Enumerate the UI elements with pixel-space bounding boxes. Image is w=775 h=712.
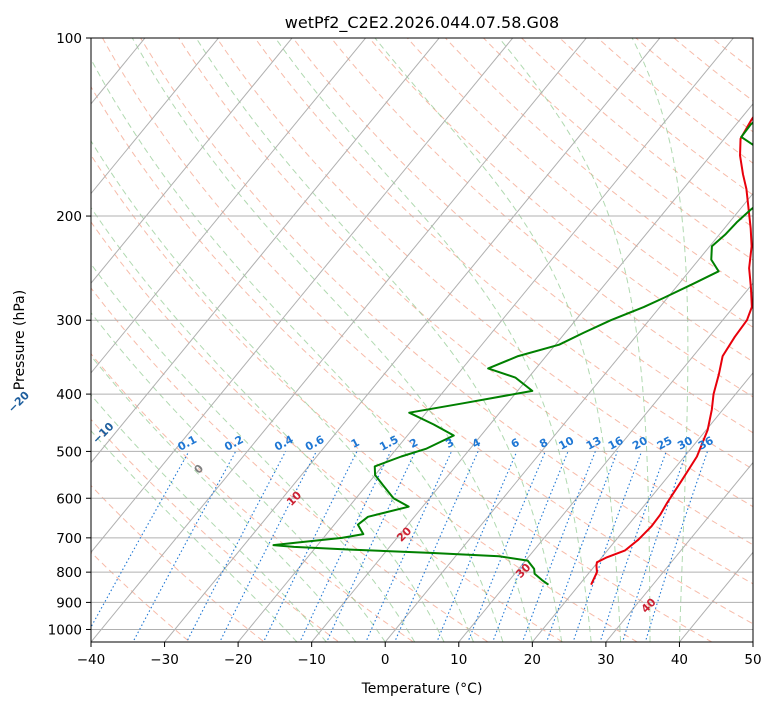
y-tick-label: 400 (56, 387, 82, 403)
moist-adiabat-line (91, 355, 357, 642)
isotherm-line (91, 38, 293, 284)
isotherm-line (531, 372, 753, 642)
mixing-ratio-line (599, 451, 667, 642)
plot-frame (90, 37, 754, 643)
moist-adiabat-line (631, 38, 689, 642)
y-tick-label: 600 (56, 491, 82, 507)
mixing-ratio-line (262, 451, 358, 642)
moist-adiabat-line (498, 38, 651, 642)
y-tick-label: 700 (56, 531, 82, 547)
dry-adiabat-line (254, 38, 753, 470)
mixing-ratio-label: 36 (696, 434, 716, 453)
y-tick-label: 300 (56, 313, 82, 329)
mixing-ratio-label: 20 (630, 434, 650, 453)
mixing-ratio-label: 10 (557, 434, 577, 453)
isotherm-line (91, 38, 220, 195)
isotherm-line (91, 38, 367, 374)
mixing-ratio-line (467, 451, 546, 642)
x-tick-label: −40 (77, 652, 106, 668)
mixing-ratio-line (219, 451, 317, 642)
mixing-ratio-line (572, 451, 643, 642)
dry-adiabat-line (91, 154, 639, 642)
moist-adiabat-line (91, 394, 327, 642)
plot-area (91, 38, 753, 642)
axis-layer: −40 −30 −20 −10 0 10 20 30 40 50 100 200 300 400 500 60… (48, 31, 762, 668)
mixing-ratio-line (492, 451, 569, 642)
chart-title: wetPf2_C2E2.2026.044.07.58.G08 (285, 13, 559, 33)
grid-layer (0, 25, 775, 647)
dry-adiabat-line (91, 287, 489, 642)
dry-adiabat-line (520, 38, 753, 228)
y-tick-label: 900 (56, 595, 82, 611)
moist-adiabat-line (91, 58, 504, 642)
y-tick-label: 800 (56, 565, 82, 581)
plot-background (91, 38, 753, 642)
series-layer (272, 115, 753, 586)
y-tick-label: 1000 (48, 622, 82, 638)
moist-adiabat-line (91, 140, 474, 642)
x-tick-label: 40 (671, 652, 688, 668)
moist-adiabat-line (91, 311, 386, 642)
isotherm-line (0, 25, 9, 647)
x-tick-label: 50 (744, 652, 761, 668)
isotherm-line (237, 38, 735, 642)
y-tick-label: 200 (56, 209, 82, 225)
dry-adiabat-line (771, 25, 775, 647)
mixing-ratio-line (546, 451, 618, 642)
mixing-ratio-line (521, 451, 596, 642)
mixing-ratio-label: 25 (655, 434, 675, 453)
moist-adiabat-line (131, 38, 533, 642)
dry-adiabat-line (368, 38, 753, 363)
isotherm-line (91, 38, 440, 464)
mixing-ratio-label: 30 (675, 434, 695, 453)
y-tick-label: 500 (56, 444, 82, 460)
moist-adiabat-line (195, 38, 563, 642)
dry-adiabat-line (91, 484, 266, 642)
x-tick-label: 30 (597, 652, 614, 668)
mixing-ratio-line (186, 451, 287, 642)
isotherm-line (91, 38, 587, 642)
dry-adiabat-line (178, 38, 753, 546)
x-tick-label: 0 (381, 652, 390, 668)
y-axis-label: Pressure (hPa) (12, 290, 28, 390)
x-tick-label: 20 (524, 652, 541, 668)
mixing-ratio-line (132, 451, 237, 642)
isotherm-line (91, 38, 514, 554)
mixing-ratio-label: 13 (584, 434, 604, 453)
dry-adiabat-line (292, 38, 753, 434)
dry-adiabat-line (444, 38, 753, 294)
isotherm-line (311, 103, 753, 642)
dewpoint-line (272, 121, 753, 586)
isotherm-line (458, 282, 753, 642)
x-tick-label: 10 (450, 652, 467, 668)
mixing-ratio-label: 16 (606, 434, 626, 453)
y-tick-label: 100 (56, 31, 82, 47)
isotherm-line (605, 461, 753, 642)
x-tick-label: −10 (297, 652, 326, 668)
x-tick-label: −30 (150, 652, 179, 668)
dry-adiabat-line (330, 38, 753, 398)
isotherm-line (163, 38, 661, 642)
moist-adiabat-line (374, 38, 622, 642)
dry-adiabat-line (482, 38, 753, 261)
dry-adiabat-line (140, 38, 753, 585)
mixing-ratio-line (91, 451, 190, 629)
dry-adiabat-line (406, 38, 753, 328)
mixing-ratio-line (436, 451, 518, 642)
x-axis-label: Temperature (°C) (361, 681, 483, 697)
dry-adiabat-label: −20 (6, 389, 33, 416)
moist-adiabat-line (274, 38, 592, 642)
isotherm-line (384, 192, 753, 642)
dry-adiabat-line (91, 85, 713, 642)
x-tick-label: −20 (224, 652, 253, 668)
